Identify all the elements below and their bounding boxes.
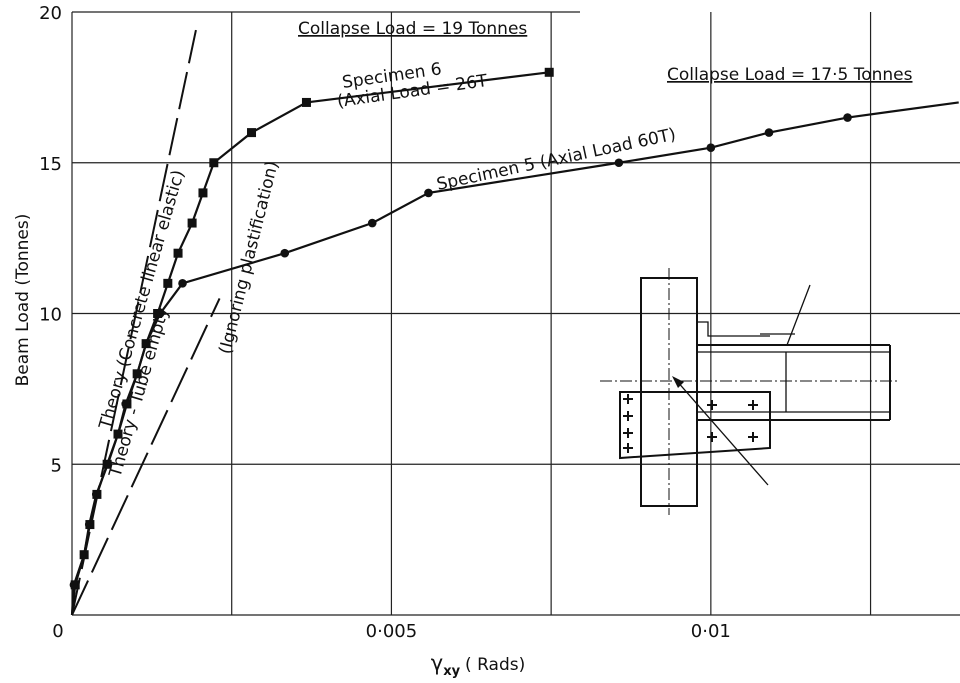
data-point bbox=[163, 278, 173, 288]
x-axis-label: γxy ( Rads) bbox=[431, 651, 525, 679]
data-point bbox=[764, 128, 774, 137]
data-point bbox=[843, 113, 852, 122]
y-tick-label: 5 bbox=[51, 455, 62, 476]
x-tick-label: 0·01 bbox=[691, 621, 731, 642]
series-line bbox=[71, 29, 197, 616]
data-point bbox=[132, 369, 142, 379]
x-tick-label: 0·005 bbox=[366, 621, 418, 642]
data-point bbox=[209, 158, 219, 168]
y-tick-label: 20 bbox=[39, 3, 62, 24]
data-point bbox=[544, 67, 554, 77]
series-line bbox=[70, 101, 959, 616]
annotation: Collapse Load = 17·5 Tonnes bbox=[667, 65, 913, 85]
x-tick-label: 0 bbox=[52, 621, 63, 642]
data-point bbox=[113, 429, 123, 439]
x-label-subscript: xy bbox=[443, 664, 460, 679]
data-point bbox=[280, 248, 290, 258]
data-point bbox=[187, 218, 197, 228]
data-point bbox=[424, 188, 433, 198]
data-point bbox=[173, 248, 183, 258]
inset-diagram bbox=[600, 268, 900, 515]
y-axis-label: Beam Load (Tonnes) bbox=[13, 214, 33, 387]
data-point bbox=[69, 580, 79, 590]
data-point bbox=[301, 97, 311, 107]
annotation: Collapse Load = 19 Tonnes bbox=[298, 19, 527, 39]
data-point bbox=[121, 399, 130, 409]
data-point bbox=[141, 339, 151, 348]
x-label-symbol: γ bbox=[431, 651, 443, 675]
y-tick-label: 15 bbox=[39, 154, 62, 175]
data-point bbox=[367, 218, 377, 228]
data-point bbox=[614, 158, 624, 168]
data-point bbox=[178, 279, 187, 288]
data-point bbox=[706, 143, 716, 152]
data-point bbox=[247, 128, 257, 138]
x-label-unit: ( Rads) bbox=[465, 655, 525, 675]
data-point bbox=[103, 459, 113, 469]
y-tick-label: 10 bbox=[39, 305, 62, 326]
data-point bbox=[198, 188, 208, 198]
data-point bbox=[155, 309, 165, 318]
series-line bbox=[71, 298, 221, 616]
